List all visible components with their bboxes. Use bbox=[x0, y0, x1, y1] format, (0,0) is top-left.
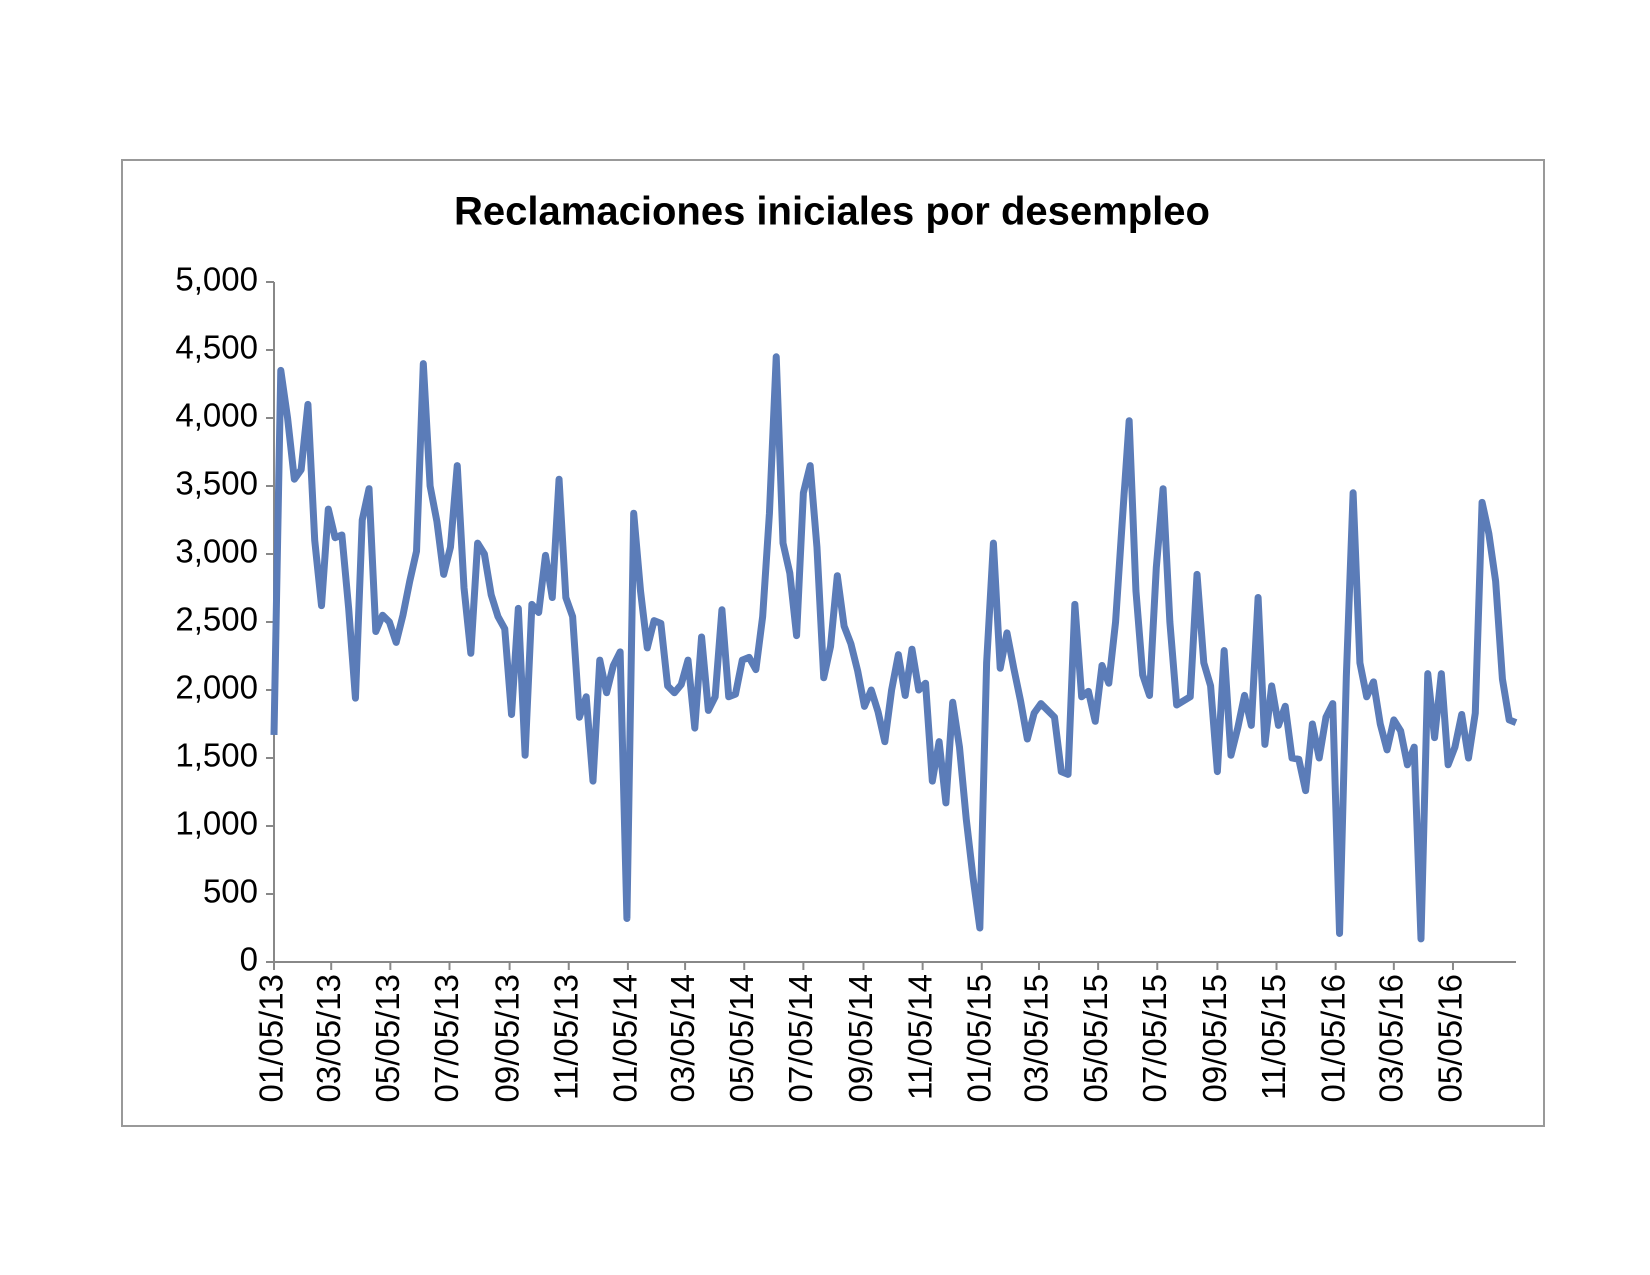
x-tick-label: 11/05/15 bbox=[1255, 974, 1292, 1100]
y-tick-label: 5,000 bbox=[175, 261, 258, 298]
x-tick-label: 03/05/14 bbox=[664, 974, 701, 1102]
x-tick-label: 05/05/15 bbox=[1077, 974, 1114, 1102]
chart-title: Reclamaciones iniciales por desempleo bbox=[454, 190, 1210, 234]
x-tick-label: 07/05/15 bbox=[1136, 974, 1173, 1102]
y-tick-label: 500 bbox=[203, 873, 258, 910]
x-tick-label: 07/05/14 bbox=[782, 974, 819, 1102]
x-tick-label: 05/05/16 bbox=[1432, 974, 1469, 1102]
x-tick-label: 07/05/13 bbox=[428, 974, 465, 1102]
x-tick-label: 11/05/14 bbox=[901, 974, 938, 1100]
y-tick-label: 1,500 bbox=[175, 737, 258, 774]
x-tick-label: 01/05/16 bbox=[1314, 974, 1351, 1102]
x-tick-label: 05/05/14 bbox=[723, 974, 760, 1102]
x-tick-label: 01/05/15 bbox=[960, 974, 997, 1102]
x-tick-label: 01/05/13 bbox=[253, 974, 290, 1102]
y-tick-label: 0 bbox=[240, 941, 258, 978]
x-tick-label: 03/05/13 bbox=[310, 974, 347, 1102]
x-tick-label: 05/05/13 bbox=[369, 974, 406, 1102]
x-tick-label: 01/05/14 bbox=[607, 974, 644, 1102]
data-line bbox=[270, 353, 1518, 943]
y-tick-label: 3,000 bbox=[175, 533, 258, 570]
x-tick-label: 03/05/15 bbox=[1018, 974, 1055, 1102]
x-tick-label: 09/05/14 bbox=[842, 974, 879, 1102]
y-tick-label: 1,000 bbox=[175, 805, 258, 842]
y-tick-label: 2,000 bbox=[175, 669, 258, 706]
x-tick-label: 09/05/13 bbox=[488, 974, 525, 1102]
x-tick-label: 11/05/13 bbox=[547, 974, 584, 1100]
x-tick-label: 09/05/15 bbox=[1196, 974, 1233, 1102]
y-tick-label: 2,500 bbox=[175, 601, 258, 638]
x-tick-label: 03/05/16 bbox=[1373, 974, 1410, 1102]
y-tick-label: 3,500 bbox=[175, 465, 258, 502]
y-tick-label: 4,500 bbox=[175, 329, 258, 366]
y-tick-label: 4,000 bbox=[175, 397, 258, 434]
